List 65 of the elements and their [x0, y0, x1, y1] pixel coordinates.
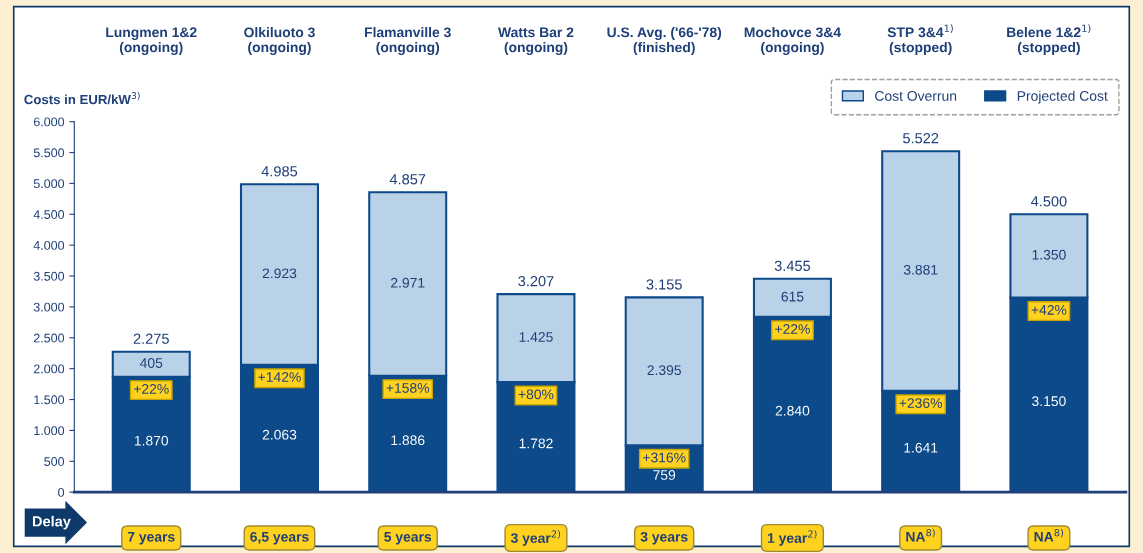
x-tick-label: Mochovce 3&4 (ongoing) — [744, 27, 841, 55]
text: 1 year$^{2)}$ — [767, 530, 817, 546]
data-label: 1.886 — [391, 435, 425, 446]
total-label: 3.207 — [518, 275, 554, 287]
y-axis-title: Costs in EUR/kW$^{3)}$ — [24, 91, 140, 105]
data-label: 1.870 — [134, 435, 169, 446]
annotation: +142% — [258, 372, 301, 382]
data-label: 2.063 — [262, 429, 297, 440]
y-tick-label: 5.000 — [33, 179, 65, 189]
y-tick-label: 3.000 — [33, 302, 65, 312]
data-label: 1.425 — [519, 332, 553, 342]
annotation: +80% — [518, 389, 554, 400]
text: 6,5 years — [250, 531, 309, 545]
data-label: 2.840 — [775, 405, 810, 416]
text: NA$^{8)}$ — [906, 528, 935, 542]
data-label: 2.971 — [391, 277, 425, 288]
text: Delay — [32, 515, 71, 530]
y-tick-label: 2.000 — [33, 364, 65, 374]
total-label: 3.155 — [646, 279, 682, 290]
annotation: +316% — [643, 452, 686, 463]
annotation: +22% — [775, 324, 810, 334]
data-label: 3.150 — [1032, 396, 1066, 407]
annotation: +22% — [133, 384, 169, 394]
y-tick-label: 2.500 — [33, 333, 65, 343]
total-label: 5.522 — [903, 133, 939, 144]
y-tick-label: 5.500 — [33, 148, 65, 158]
text: 7 years — [127, 532, 175, 545]
x-tick-label: Lungmen 1&2 (ongoing) — [106, 27, 197, 55]
legend-label: Cost Overrun — [875, 91, 957, 101]
legend-label: Projected Cost — [1017, 90, 1108, 104]
annotation: +158% — [386, 383, 430, 393]
x-tick-label: Flamanville 3 (ongoing) — [365, 27, 451, 55]
data-label: 2.923 — [262, 268, 297, 279]
data-label: 1.641 — [904, 442, 938, 453]
data-label: 615 — [781, 291, 804, 302]
data-label: 1.350 — [1032, 249, 1066, 260]
y-tick-label: 1.500 — [34, 395, 65, 405]
x-tick-label: Watts Bar 2 (ongoing) — [498, 27, 574, 55]
total-label: 4.985 — [261, 166, 298, 177]
text: NA$^{8)}$ — [1034, 528, 1063, 542]
y-tick-label: 3.500 — [33, 271, 65, 281]
data-label: 1.782 — [519, 438, 553, 449]
x-tick-label: Belene 1&2$^{1)}$ (stopped) — [1007, 24, 1091, 55]
y-tick-label: 4.000 — [33, 240, 65, 250]
x-tick-label: U.S. Avg. ('66-'78) (finished) — [607, 27, 722, 55]
annotation: +42% — [1031, 304, 1067, 315]
text: 5 years — [384, 532, 432, 545]
y-tick-label: 4.500 — [33, 210, 65, 219]
text: 3 years — [640, 531, 688, 545]
total-label: 4.500 — [1031, 196, 1067, 207]
total-label: 2.275 — [133, 333, 169, 344]
annotation: +236% — [899, 398, 942, 408]
data-label: 2.395 — [647, 365, 681, 376]
text: 3 year$^{2)}$ — [510, 530, 561, 546]
data-label: 759 — [653, 470, 676, 480]
data-label: 3.881 — [903, 264, 938, 275]
x-tick-label: Olkiluoto 3 (ongoing) — [244, 27, 315, 55]
y-tick-label: 1.000 — [34, 426, 65, 436]
total-label: 3.455 — [774, 260, 811, 271]
y-tick-label: 500 — [44, 457, 65, 466]
y-tick-label: 0 — [58, 487, 65, 497]
data-label: 405 — [139, 358, 163, 368]
total-label: 4.857 — [389, 174, 426, 185]
x-tick-label: STP 3&4$^{1)}$ (stopped) — [887, 24, 953, 55]
y-tick-label: 6.000 — [33, 117, 65, 127]
